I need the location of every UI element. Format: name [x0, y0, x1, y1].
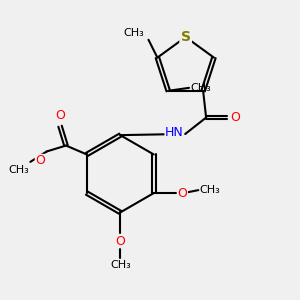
Text: S: S [181, 30, 191, 44]
Text: CH₃: CH₃ [200, 185, 220, 195]
Text: HN: HN [165, 126, 184, 139]
Text: CH₃: CH₃ [123, 28, 144, 38]
Text: O: O [55, 109, 65, 122]
Text: O: O [230, 111, 240, 124]
Text: CH₃: CH₃ [8, 165, 29, 175]
Text: CH₃: CH₃ [190, 83, 211, 93]
Text: O: O [115, 235, 125, 248]
Text: CH₃: CH₃ [110, 260, 131, 270]
Text: O: O [178, 187, 188, 200]
Text: O: O [35, 154, 45, 167]
